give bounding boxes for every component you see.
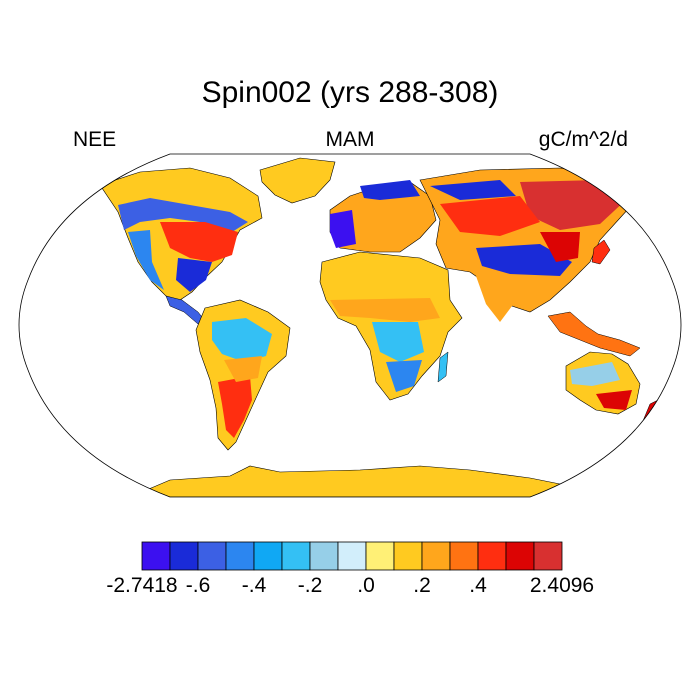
na-east-red [160, 222, 238, 262]
sa-amazon-blue [212, 318, 272, 362]
asia-siberia-red [520, 180, 628, 230]
colorbar-tick-label: -2.7418 [106, 574, 178, 597]
colorbar-box [141, 541, 171, 571]
sa-south-red [218, 376, 252, 438]
asia-tibet-blue [476, 244, 572, 276]
colorbar-box [253, 541, 283, 571]
europe-north-blue [360, 180, 420, 200]
map-border [18, 153, 682, 498]
colorbar-tick-label: 2.4096 [529, 574, 595, 597]
colorbar-box [337, 541, 367, 571]
colorbar-box [225, 541, 255, 571]
colorbar-tick-label: -.2 [297, 574, 323, 597]
colorbar-box [169, 541, 199, 571]
colorbar-box [449, 541, 479, 571]
na-boreal-blue [118, 198, 248, 232]
asia-north-blue [430, 180, 516, 200]
season-label: MAM [325, 128, 375, 151]
japan-region [591, 239, 611, 265]
madagascar-region [437, 351, 449, 383]
colorbar-box [477, 541, 507, 571]
colorbar-box [533, 541, 563, 571]
map-title: Spin002 (yrs 288-308) [201, 76, 499, 109]
new-zealand-region [639, 397, 669, 429]
colorbar-box [393, 541, 423, 571]
africa-central-blue [372, 322, 424, 362]
units-label: gC/m^2/d [538, 128, 628, 151]
colorbar-tick-label: .0 [357, 574, 375, 597]
australia-southeast-red [596, 390, 632, 410]
colorbar [141, 541, 563, 571]
na-southeast-blue [176, 258, 212, 292]
colorbar-box [421, 541, 451, 571]
sa-mid-orange [224, 356, 262, 382]
colorbar-box [197, 541, 227, 571]
colorbar-tick-label: -.6 [185, 574, 211, 597]
southeast-asia-islands [547, 311, 641, 357]
colorbar-box [365, 541, 395, 571]
antarctica-region [129, 465, 581, 497]
asia-central-red [440, 196, 540, 236]
colorbar-box [281, 541, 311, 571]
africa-south-blue [386, 360, 422, 392]
india-region [476, 276, 518, 322]
colorbar-tick-label: .2 [413, 574, 431, 597]
asia-china-red [540, 232, 580, 262]
colorbar-box [505, 541, 535, 571]
colorbar-box [309, 541, 339, 571]
na-west-blue [128, 230, 164, 290]
variable-label: NEE [73, 128, 117, 151]
greenland-region [259, 157, 336, 204]
africa-sahel-orange [330, 298, 440, 322]
australia-north-blue [570, 362, 620, 386]
europe-west-blue [330, 210, 356, 248]
colorbar-tick-label: .4 [469, 574, 487, 597]
colorbar-tick-label: -.4 [241, 574, 267, 597]
